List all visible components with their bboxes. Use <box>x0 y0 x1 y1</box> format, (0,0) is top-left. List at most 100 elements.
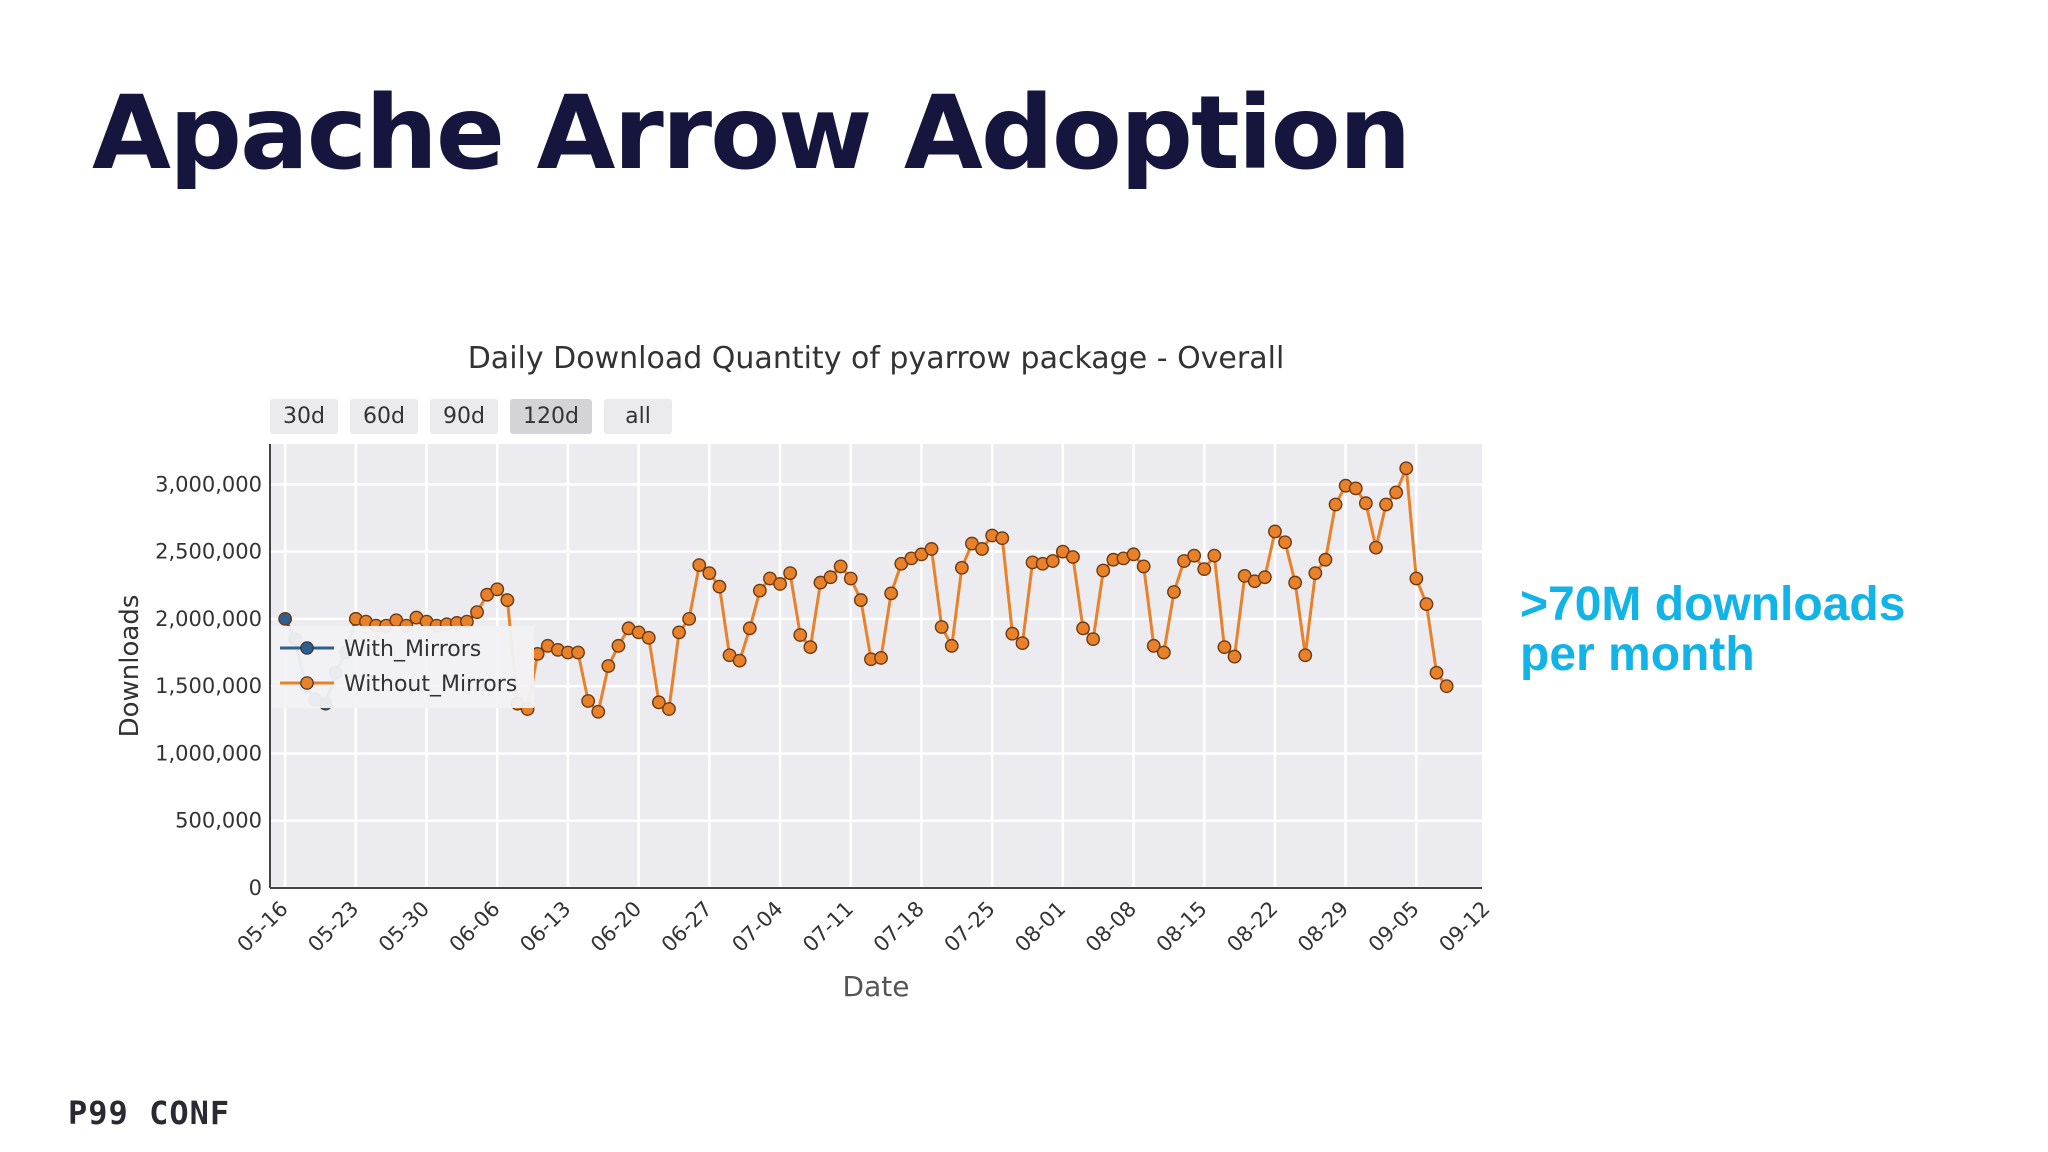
legend-label: Without_Mirrors <box>344 672 517 697</box>
y-tick-label: 1,500,000 <box>155 674 262 698</box>
data-point <box>934 620 949 634</box>
data-point <box>1257 570 1272 585</box>
range-button-bg <box>604 399 672 434</box>
range-button-120d[interactable]: 120d <box>510 399 592 434</box>
data-point <box>591 704 606 719</box>
data-point <box>843 571 858 586</box>
range-button-label: 120d <box>523 404 579 429</box>
chart-title: Daily Download Quantity of pyarrow packa… <box>468 341 1285 376</box>
range-button-60d[interactable]: 60d <box>350 399 418 434</box>
range-button-30d[interactable]: 30d <box>270 399 338 434</box>
x-tick-label: 07-11 <box>798 897 858 957</box>
x-tick-label: 09-05 <box>1364 897 1424 957</box>
data-point <box>884 586 899 601</box>
legend-swatch-marker <box>300 676 314 690</box>
data-point <box>1288 575 1303 590</box>
data-point <box>500 593 515 607</box>
data-point <box>1126 547 1141 562</box>
data-point <box>571 645 585 660</box>
legend-label: With_Mirrors <box>344 637 481 662</box>
data-point <box>1045 554 1060 568</box>
x-tick-label: 05-23 <box>303 897 363 957</box>
data-point <box>924 542 939 556</box>
x-tick-label: 07-25 <box>940 897 1000 957</box>
data-point <box>833 559 848 574</box>
data-point <box>1076 621 1090 636</box>
data-point <box>1278 535 1292 550</box>
y-tick-label: 0 <box>249 876 262 900</box>
data-point <box>1268 524 1282 539</box>
legend-swatch-marker <box>300 641 314 655</box>
y-tick-label: 3,000,000 <box>155 472 262 496</box>
data-point <box>1298 648 1313 663</box>
data-point <box>1328 497 1343 512</box>
data-point <box>1227 649 1242 664</box>
data-point <box>712 579 727 594</box>
range-button-label: 60d <box>363 404 405 429</box>
data-point <box>1217 640 1232 655</box>
data-point <box>742 621 757 636</box>
data-point <box>1146 638 1161 653</box>
data-point <box>1187 548 1202 563</box>
range-button-bg <box>270 399 338 434</box>
data-point <box>995 531 1010 546</box>
range-button-label: 30d <box>283 404 325 429</box>
data-point <box>1015 636 1030 651</box>
x-tick-label: 07-04 <box>727 897 787 957</box>
data-point <box>732 653 747 668</box>
data-point <box>1167 585 1181 599</box>
data-point <box>490 582 505 597</box>
x-tick-label: 08-08 <box>1081 897 1141 957</box>
x-tick-label: 06-13 <box>515 897 575 957</box>
data-point <box>1318 552 1333 567</box>
callout-line-1: >70M downloads <box>1520 578 1906 631</box>
y-axis-title: Downloads <box>115 595 145 738</box>
x-tick-label: 06-06 <box>445 897 505 957</box>
data-point <box>773 577 787 591</box>
range-button-bg <box>510 399 592 434</box>
slide-title: Apache Arrow Adoption <box>92 74 1411 193</box>
download-callout: >70M downloads per month <box>1520 580 1905 680</box>
data-point <box>1439 679 1454 694</box>
x-tick-label: 05-30 <box>374 897 434 957</box>
data-point <box>1348 481 1363 496</box>
x-tick-label: 09-12 <box>1434 897 1494 957</box>
conference-brand: P99 CONF <box>68 1094 231 1132</box>
data-point <box>672 625 686 640</box>
data-point <box>641 630 656 645</box>
data-point <box>1308 566 1323 581</box>
data-point <box>1197 562 1212 577</box>
data-point <box>682 612 697 626</box>
data-point <box>1379 497 1393 512</box>
data-point <box>793 628 808 642</box>
y-tick-label: 1,000,000 <box>155 741 262 765</box>
data-point <box>1207 548 1222 563</box>
data-point <box>954 560 969 575</box>
data-point <box>783 566 798 581</box>
data-point <box>823 570 838 585</box>
data-point <box>1429 665 1444 680</box>
x-tick-label: 06-27 <box>657 897 717 957</box>
data-point <box>702 566 717 581</box>
range-button-label: all <box>625 404 651 429</box>
data-point <box>1066 550 1080 564</box>
x-tick-label: 08-01 <box>1010 897 1070 957</box>
x-tick-label: 07-18 <box>869 897 929 957</box>
range-button-all[interactable]: all <box>604 399 672 434</box>
data-point <box>1409 571 1424 586</box>
data-point <box>1399 461 1414 476</box>
data-point <box>470 605 484 620</box>
data-point <box>460 614 474 629</box>
x-axis-title: Date <box>843 970 910 1003</box>
data-point <box>944 638 959 653</box>
data-point <box>1156 645 1171 660</box>
x-tick-label: 08-22 <box>1222 897 1282 957</box>
data-point <box>1369 540 1383 555</box>
range-button-90d[interactable]: 90d <box>430 399 498 434</box>
x-tick-label: 05-16 <box>233 897 293 957</box>
data-point <box>651 695 666 710</box>
data-point <box>692 558 707 572</box>
data-point <box>975 542 989 556</box>
